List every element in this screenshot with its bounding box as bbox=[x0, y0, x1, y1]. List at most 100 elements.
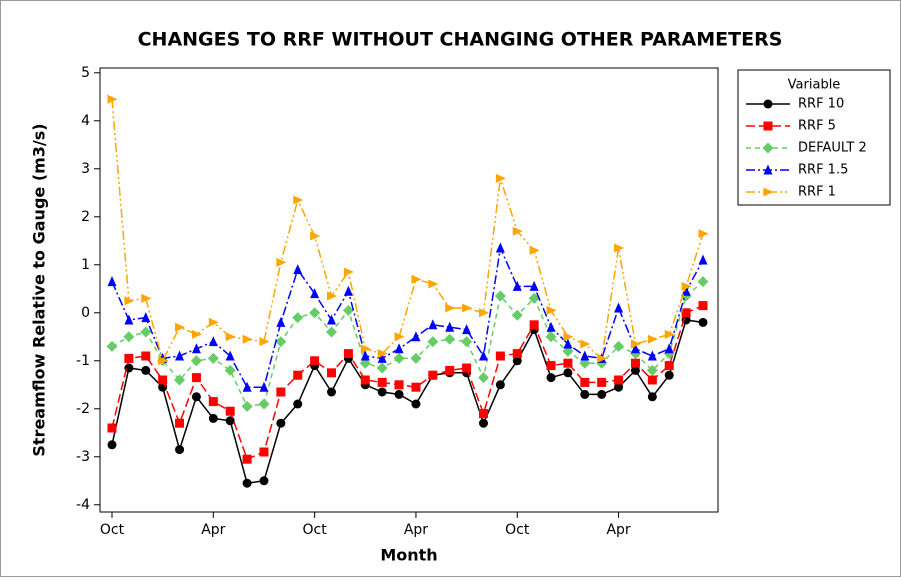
data-point bbox=[630, 343, 640, 354]
legend-label: DEFAULT 2 bbox=[798, 141, 867, 156]
data-point bbox=[107, 276, 117, 287]
x-tick-label: Oct bbox=[505, 522, 530, 538]
data-point bbox=[477, 372, 489, 384]
data-point bbox=[141, 293, 152, 303]
data-point bbox=[427, 336, 439, 348]
data-point bbox=[191, 329, 202, 339]
data-point bbox=[141, 351, 151, 361]
data-point bbox=[445, 365, 455, 375]
data-point bbox=[208, 397, 218, 407]
legend-label: RRF 5 bbox=[798, 119, 836, 134]
data-point bbox=[462, 303, 473, 313]
data-point bbox=[563, 358, 573, 368]
data-point bbox=[681, 308, 691, 318]
data-point bbox=[529, 280, 539, 291]
data-point bbox=[140, 326, 152, 338]
data-point bbox=[310, 288, 320, 299]
x-tick-label: Oct bbox=[100, 522, 125, 538]
data-point bbox=[259, 381, 269, 392]
data-point bbox=[276, 418, 286, 428]
data-point bbox=[158, 375, 168, 385]
legend-marker bbox=[763, 187, 774, 197]
data-point bbox=[377, 377, 387, 387]
data-point bbox=[343, 285, 353, 296]
data-point bbox=[664, 343, 674, 354]
legend-label: RRF 1 bbox=[798, 185, 836, 200]
data-point bbox=[647, 350, 657, 361]
data-point bbox=[563, 338, 573, 349]
data-point bbox=[327, 291, 338, 301]
data-point bbox=[107, 94, 118, 104]
y-tick-label: -2 bbox=[76, 401, 90, 417]
legend-title: Variable bbox=[788, 78, 841, 93]
data-point bbox=[310, 356, 320, 366]
data-point bbox=[411, 331, 421, 342]
legend-marker bbox=[762, 142, 774, 154]
y-tick-label: 2 bbox=[81, 209, 90, 225]
data-point bbox=[614, 243, 625, 253]
data-point bbox=[241, 400, 253, 412]
data-point bbox=[276, 316, 286, 327]
data-point bbox=[462, 363, 472, 373]
data-point bbox=[512, 226, 523, 236]
data-point bbox=[191, 373, 201, 383]
data-point bbox=[580, 350, 590, 361]
data-point bbox=[411, 274, 422, 284]
data-point bbox=[512, 349, 522, 359]
data-point bbox=[580, 389, 590, 399]
data-point bbox=[495, 173, 506, 183]
data-point bbox=[428, 279, 439, 289]
data-point bbox=[174, 374, 186, 386]
data-point bbox=[597, 353, 608, 363]
data-point bbox=[428, 319, 438, 330]
data-point bbox=[647, 392, 657, 402]
data-point bbox=[292, 312, 304, 324]
data-point bbox=[106, 340, 118, 352]
data-point bbox=[175, 445, 185, 455]
y-tick-label: -1 bbox=[76, 353, 90, 369]
data-point bbox=[614, 302, 624, 313]
data-point bbox=[191, 343, 201, 354]
data-point bbox=[309, 307, 321, 319]
data-point bbox=[225, 416, 235, 426]
data-point bbox=[647, 375, 657, 385]
data-point bbox=[377, 349, 388, 359]
data-point bbox=[445, 321, 455, 332]
data-point bbox=[445, 303, 456, 313]
data-point bbox=[546, 361, 556, 371]
x-tick-label: Apr bbox=[404, 522, 428, 538]
data-point bbox=[276, 387, 286, 397]
x-tick-label: Oct bbox=[303, 522, 328, 538]
data-point bbox=[563, 368, 573, 378]
data-point bbox=[225, 350, 235, 361]
data-point bbox=[394, 380, 404, 390]
data-point bbox=[580, 339, 591, 349]
data-point bbox=[342, 304, 354, 316]
data-point bbox=[107, 423, 117, 433]
data-point bbox=[546, 321, 556, 332]
data-point bbox=[462, 324, 472, 335]
data-point bbox=[225, 332, 236, 342]
data-point bbox=[698, 254, 708, 265]
data-point bbox=[175, 322, 186, 332]
data-point bbox=[343, 267, 354, 277]
data-point bbox=[630, 358, 640, 368]
data-point bbox=[276, 257, 287, 267]
y-tick-label: -4 bbox=[76, 497, 90, 513]
legend-marker bbox=[763, 121, 773, 131]
data-point bbox=[343, 349, 353, 359]
data-point bbox=[664, 329, 675, 339]
data-point bbox=[411, 382, 421, 392]
data-point bbox=[495, 351, 505, 361]
data-point bbox=[597, 377, 607, 387]
data-point bbox=[394, 343, 404, 354]
data-point bbox=[207, 352, 219, 364]
data-point bbox=[614, 375, 624, 385]
data-point bbox=[512, 280, 522, 291]
data-point bbox=[410, 352, 422, 364]
data-point bbox=[158, 356, 169, 366]
data-point bbox=[258, 398, 270, 410]
data-point bbox=[630, 339, 641, 349]
data-point bbox=[377, 352, 387, 363]
data-point bbox=[478, 409, 488, 419]
